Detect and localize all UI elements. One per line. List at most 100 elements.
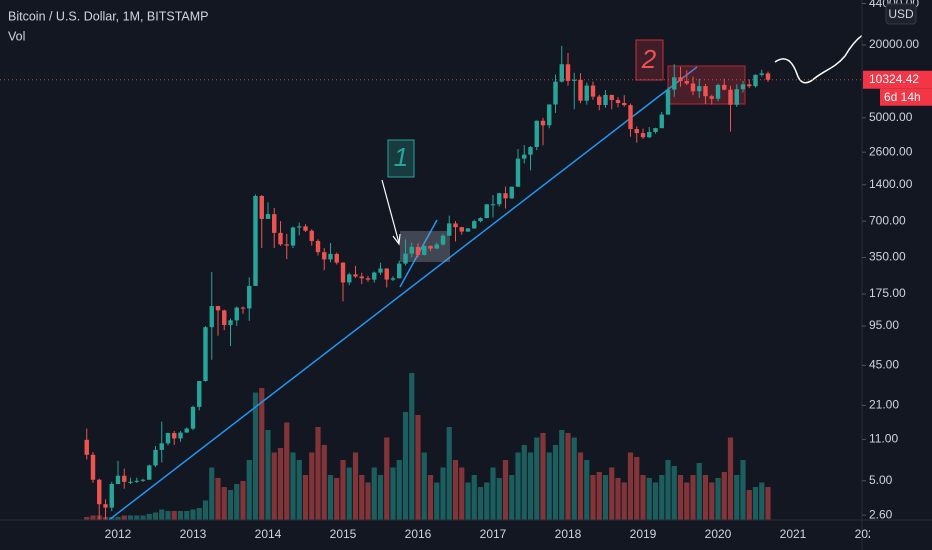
candle-body xyxy=(90,454,96,480)
volume-bar xyxy=(90,515,96,520)
volume-bar xyxy=(384,437,390,520)
volume-bar xyxy=(646,478,652,520)
volume-bar xyxy=(765,487,771,520)
candle-body xyxy=(540,120,546,126)
candle-body xyxy=(372,272,377,280)
candle-body xyxy=(765,73,771,80)
volume-bar xyxy=(252,392,259,520)
candle-body xyxy=(509,186,514,199)
currency[interactable]: USD xyxy=(888,7,914,21)
candle-body xyxy=(647,131,652,138)
candle-body xyxy=(153,449,158,466)
candle-layer xyxy=(84,45,771,520)
volume-bar xyxy=(609,467,615,520)
chart-title: Bitcoin / U.S. Dollar, 1M, BITSTAMP xyxy=(8,9,209,23)
volume-bar xyxy=(740,460,746,520)
x-tick-label: 2014 xyxy=(255,527,282,541)
candle-body xyxy=(740,84,746,90)
candle-body xyxy=(715,84,721,99)
y-tick-label: 21.00 xyxy=(869,398,899,412)
volume-bar xyxy=(359,475,365,520)
volume-bar xyxy=(440,467,446,520)
candle-body xyxy=(322,252,327,260)
candle-body xyxy=(565,64,571,81)
y-tick-label: 350.00 xyxy=(869,250,906,264)
volume-bar xyxy=(721,472,727,520)
candle-body xyxy=(484,204,489,219)
candle-body xyxy=(184,428,189,433)
candle-body xyxy=(422,245,427,255)
candle-body xyxy=(209,306,214,328)
candle-body xyxy=(684,81,689,84)
candle-body xyxy=(697,86,702,92)
volume-bar xyxy=(184,511,190,520)
candle-body xyxy=(128,481,133,483)
volume-bar xyxy=(484,482,490,520)
candle-body xyxy=(290,227,296,246)
volume-bar xyxy=(752,487,759,520)
volume-bar xyxy=(152,512,159,520)
volume-bar xyxy=(490,467,496,520)
candle-body xyxy=(503,193,508,199)
volume-bar xyxy=(140,515,146,520)
currency-box[interactable] xyxy=(885,3,917,25)
countdown-box xyxy=(880,88,932,106)
candle-body xyxy=(534,120,539,148)
candle-body xyxy=(703,86,708,97)
y-tick-label: 175.00 xyxy=(869,286,906,300)
candle-body xyxy=(384,268,389,280)
volume-bar xyxy=(621,482,627,520)
candle-body xyxy=(390,278,396,280)
annotation-label: 1 xyxy=(394,142,408,172)
volume-bar xyxy=(509,475,515,520)
candle-body xyxy=(747,84,752,87)
volume-bar xyxy=(684,482,690,520)
volume-bar xyxy=(465,482,471,520)
candle-body xyxy=(722,84,727,90)
candle-body xyxy=(134,480,139,482)
volume-bar xyxy=(584,460,590,520)
candle-body xyxy=(553,81,558,105)
candle-body xyxy=(497,193,502,205)
x-tick-label: 2016 xyxy=(405,527,432,541)
volume-bar xyxy=(146,514,152,520)
volume-bar xyxy=(577,452,584,520)
x-tick-label: 2021 xyxy=(780,527,807,541)
volume-bar xyxy=(159,509,165,520)
candle-body xyxy=(103,504,108,508)
candle-body xyxy=(278,232,283,245)
volume-bar xyxy=(746,490,752,520)
candle-body xyxy=(415,246,421,255)
volume-bar xyxy=(409,373,415,520)
volume-bar xyxy=(659,475,665,520)
volume-bar xyxy=(196,508,202,520)
candle-body xyxy=(440,235,446,245)
candle-body xyxy=(403,253,408,264)
y-tick-label: 700.00 xyxy=(869,213,906,227)
candle-body xyxy=(84,439,89,455)
candle-body xyxy=(434,244,439,249)
volume-bar xyxy=(246,460,252,520)
volume-bar xyxy=(521,445,527,520)
volume-bar xyxy=(446,427,452,520)
candle-body xyxy=(240,307,246,309)
volume-bar xyxy=(552,445,559,520)
volume-bar xyxy=(634,457,640,520)
candle-body xyxy=(678,77,683,82)
arrow-head xyxy=(392,233,401,246)
volume-bar xyxy=(227,490,234,520)
volume-bar xyxy=(527,452,534,520)
candle-body xyxy=(528,147,533,155)
y-tick-label: 20000.00 xyxy=(869,37,919,51)
candle-body xyxy=(578,79,583,101)
candle-body xyxy=(628,105,633,130)
volume-bar xyxy=(690,475,696,520)
volume-bar xyxy=(352,452,359,520)
candle-body xyxy=(203,327,208,381)
volume-bar xyxy=(115,517,121,520)
projection-path xyxy=(774,34,862,84)
candle-body xyxy=(122,475,127,482)
volume-bar xyxy=(734,475,740,520)
volume-bar xyxy=(759,482,765,520)
